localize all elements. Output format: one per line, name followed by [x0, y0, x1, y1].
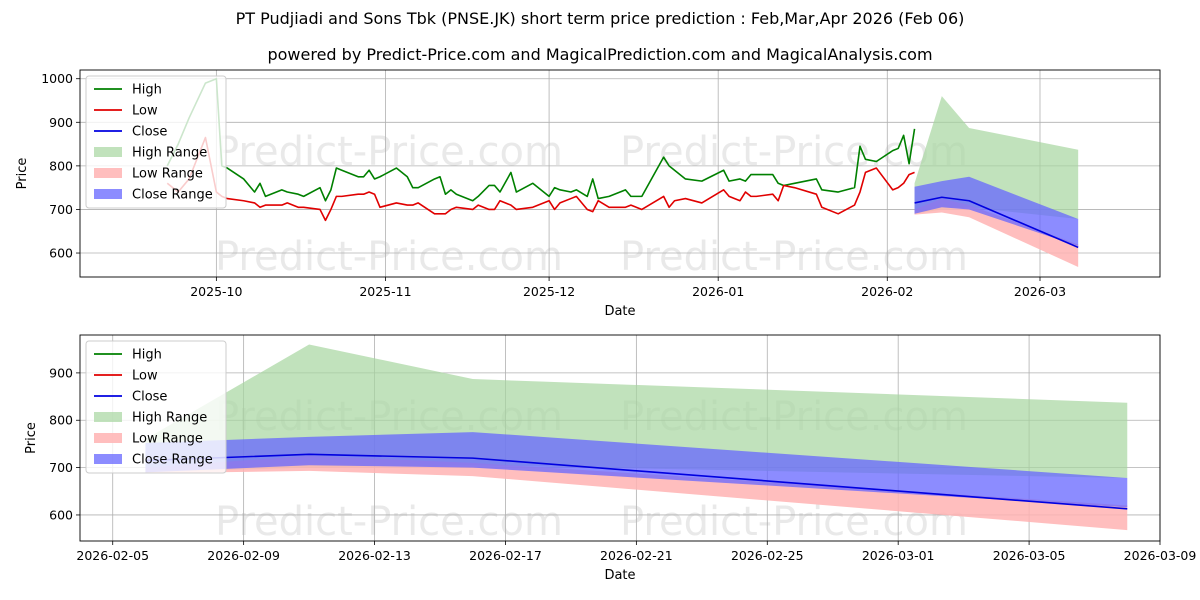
bottom-chart-y-tick-label: 600: [49, 507, 73, 522]
bottom-chart: Predict-Price.comPredict-Price.comPredic…: [24, 334, 1197, 583]
top-chart-y-tick-label: 700: [49, 202, 73, 217]
bottom-chart-legend-label: Close Range: [132, 453, 213, 468]
top-chart-y-tick-label: 1000: [41, 71, 73, 86]
top-chart-x-tick-label: 2025-12: [523, 284, 575, 299]
top-chart-x-tick-label: 2026-03: [1014, 284, 1066, 299]
chart-title: PT Pudjiadi and Sons Tbk (PNSE.JK) short…: [235, 9, 965, 28]
bottom-chart-close-range-band: [145, 432, 1128, 508]
top-chart-close-range-band: [914, 176, 1079, 247]
top-chart-x-tick-label: 2025-10: [190, 284, 242, 299]
bottom-chart-watermark: Predict-Price.com: [215, 499, 563, 545]
top-chart-x-tick-label: 2026-02: [861, 284, 913, 299]
top-chart-y-tick-label: 900: [49, 115, 73, 130]
top-chart-x-tick-label: 2026-01: [692, 284, 744, 299]
top-chart-legend-swatch: [94, 189, 122, 199]
bottom-chart-x-tick-label: 2026-02-13: [338, 548, 411, 563]
bottom-chart-y-tick-label: 700: [49, 460, 73, 475]
top-chart-legend-swatch: [94, 168, 122, 178]
bottom-chart-x-tick-label: 2026-02-17: [469, 548, 542, 563]
bottom-chart-legend-label: Low Range: [132, 432, 203, 447]
top-chart-legend-label: High: [132, 83, 162, 98]
bottom-chart-x-tick-label: 2026-02-25: [731, 548, 804, 563]
bottom-chart-x-tick-label: 2026-02-09: [207, 548, 280, 563]
top-chart-watermark: Predict-Price.com: [620, 129, 968, 175]
top-chart-x-axis-label: Date: [604, 304, 635, 319]
top-chart-close-series-line: [914, 196, 1079, 249]
top-chart-watermark: Predict-Price.com: [215, 129, 563, 175]
bottom-chart-plot-area: [145, 344, 1128, 531]
top-chart-legend-label: Close: [132, 125, 167, 140]
top-chart-high-series-line: [166, 77, 916, 202]
bottom-chart-x-tick-label: 2026-03-09: [1124, 548, 1197, 563]
bottom-chart-legend-swatch: [94, 433, 122, 443]
bottom-chart-legend-swatch: [94, 454, 122, 464]
bottom-chart-legend-swatch: [94, 412, 122, 422]
top-chart-legend-label: Low Range: [132, 167, 203, 182]
top-chart-watermark: Predict-Price.com: [215, 234, 563, 280]
bottom-chart-legend-label: High Range: [132, 411, 207, 426]
bottom-chart-y-tick-label: 800: [49, 413, 73, 428]
bottom-chart-x-tick-label: 2026-03-05: [993, 548, 1066, 563]
bottom-chart-y-tick-label: 900: [49, 365, 73, 380]
bottom-chart-close-series-line: [145, 453, 1128, 510]
top-chart-y-tick-label: 600: [49, 246, 73, 261]
top-chart-legend-swatch: [94, 147, 122, 157]
bottom-chart-x-axis-label: Date: [604, 568, 635, 583]
bottom-chart-x-tick-label: 2026-02-05: [76, 548, 149, 563]
bottom-chart-legend-label: Low: [132, 369, 158, 384]
top-chart-y-tick-label: 800: [49, 158, 73, 173]
chart-subtitle: powered by Predict-Price.com and Magical…: [267, 45, 933, 64]
bottom-chart-legend-label: Close: [132, 390, 167, 405]
bottom-chart-x-tick-label: 2026-03-01: [862, 548, 935, 563]
top-chart-x-tick-label: 2025-11: [359, 284, 411, 299]
top-chart-legend-label: Low: [132, 104, 158, 119]
top-chart-y-axis-label: Price: [15, 158, 30, 190]
bottom-chart-legend-label: High: [132, 348, 162, 363]
bottom-chart-y-axis-label: Price: [24, 422, 39, 454]
top-chart: Predict-Price.com Predict-Price.com Predic…: [15, 69, 1161, 319]
top-chart-legend-label: High Range: [132, 146, 207, 161]
top-chart-axes-frame: [79, 69, 1161, 278]
bottom-chart-x-tick-label: 2026-02-21: [600, 548, 673, 563]
bottom-chart-axes-frame: [79, 334, 1161, 542]
top-chart-legend-label: Close Range: [132, 188, 213, 203]
top-chart-watermark: Predict-Price.com: [620, 234, 968, 280]
top-chart-plot-area: [166, 77, 1079, 267]
top-chart-low-series-line: [166, 136, 915, 222]
